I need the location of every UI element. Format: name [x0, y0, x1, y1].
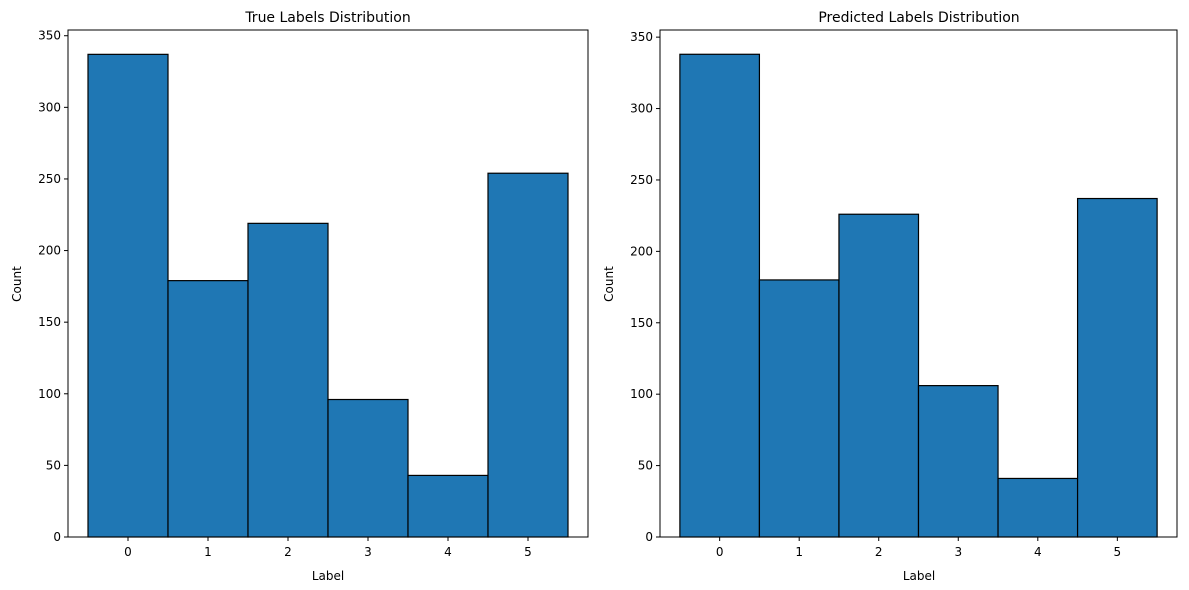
y-axis-label: Count: [602, 266, 616, 302]
y-tick-label: 200: [38, 244, 61, 258]
y-axis-label: Count: [10, 266, 24, 302]
x-axis-label: Label: [903, 569, 935, 583]
chart-predicted-labels: Predicted Labels Distribution Label Coun…: [602, 10, 1178, 583]
chart-title: Predicted Labels Distribution: [818, 10, 1019, 26]
y-tick-label: 100: [38, 387, 61, 401]
bar-label-1: [167, 280, 249, 538]
x-tick-label: 3: [954, 545, 962, 559]
bar-label-0: [87, 53, 169, 538]
bar-label-2: [247, 222, 329, 538]
x-tick-label: 4: [444, 545, 452, 559]
x-tick-label: 2: [875, 545, 883, 559]
y-tick-label: 0: [645, 530, 653, 544]
plot-area: 0 50 100 150 200 250 300 350 0 1 2 3 4 5: [38, 29, 589, 559]
chart-true-labels: True Labels Distribution Label Count 050…: [10, 10, 589, 583]
axes-frame: [659, 29, 1178, 538]
x-tick-label: 3: [364, 545, 372, 559]
y-tick-label: 250: [630, 173, 653, 187]
bar-label-3: [327, 398, 409, 538]
x-tick-label: 5: [524, 545, 532, 559]
x-tick-label: 1: [204, 545, 212, 559]
x-tick-label: 0: [716, 545, 724, 559]
y-tick-label: 50: [46, 458, 61, 472]
y-tick-label: 300: [630, 102, 653, 116]
y-tick-label: 150: [38, 315, 61, 329]
y-tick-label: 300: [38, 100, 61, 114]
y-tick-label: 150: [630, 316, 653, 330]
x-axis-label: Label: [312, 569, 344, 583]
x-tick-label: 4: [1034, 545, 1042, 559]
bar-label-4: [997, 477, 1079, 538]
y-tick-label: 200: [630, 244, 653, 258]
x-tick-label: 2: [284, 545, 292, 559]
y-tick-label: 250: [38, 172, 61, 186]
x-tick-label: 1: [795, 545, 803, 559]
y-tick-label: 50: [638, 459, 653, 473]
y-tick-label: 0: [53, 530, 61, 544]
bar-label-0: [679, 53, 761, 538]
bar-label-2: [838, 213, 920, 538]
x-tick-label: 5: [1114, 545, 1122, 559]
x-tick-label: 0: [124, 545, 132, 559]
plot-area: 0 50 100 150 200 250 300 350 0 1 2 3 4 5: [630, 29, 1178, 559]
bar-label-4: [407, 474, 489, 538]
axes-frame: [67, 29, 589, 538]
y-tick-label: 350: [38, 29, 61, 43]
bar-label-3: [917, 385, 999, 538]
bar-label-5: [1076, 197, 1158, 538]
chart-title: True Labels Distribution: [244, 10, 410, 26]
y-tick-label: 350: [630, 30, 653, 44]
bar-label-5: [487, 172, 569, 538]
y-tick-label: 100: [630, 387, 653, 401]
bar-label-1: [758, 279, 840, 538]
